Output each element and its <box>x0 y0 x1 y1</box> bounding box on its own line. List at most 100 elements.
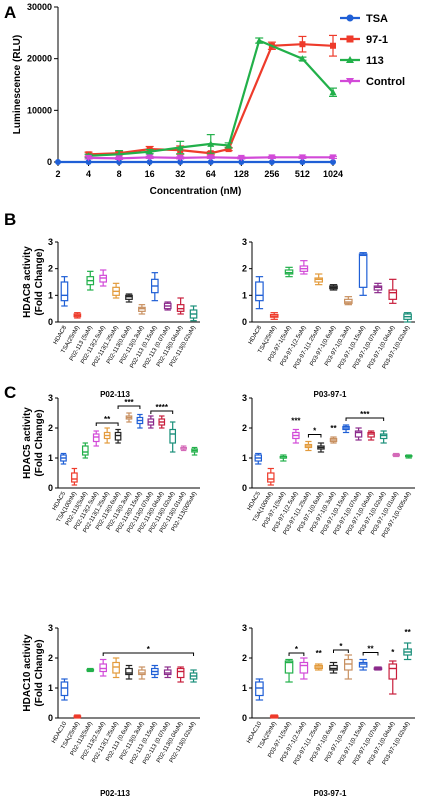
box-1 <box>267 467 275 486</box>
data-point <box>207 140 215 147</box>
y-tick-label: 0 <box>242 713 247 723</box>
significance-label: ** <box>404 628 411 637</box>
data-point <box>255 37 263 44</box>
box-5 <box>125 664 133 680</box>
y-tick-label: 0 <box>242 483 247 493</box>
box-3 <box>292 428 300 444</box>
box-8 <box>147 415 155 429</box>
significance-bracket <box>117 405 141 409</box>
y-tick-label: 1 <box>242 290 247 300</box>
box-6 <box>125 412 133 423</box>
data-point <box>237 154 245 162</box>
box-body <box>255 281 264 302</box>
significance-bracket <box>102 652 195 656</box>
box-10 <box>379 430 388 444</box>
y-tick-label: 2 <box>242 653 247 663</box>
caption-b-left: P02-113 <box>100 390 130 399</box>
box-9 <box>176 297 185 315</box>
legend-label: TSA <box>366 13 388 25</box>
panel-letter-b: B <box>4 210 16 229</box>
data-point <box>268 154 276 161</box>
y-tick-label: 0 <box>47 157 52 167</box>
series-113 <box>84 37 337 159</box>
data-point <box>298 55 306 62</box>
box-body <box>114 431 122 441</box>
panel-letter-c: C <box>4 383 16 402</box>
box-1 <box>73 312 82 319</box>
box-body <box>354 430 363 438</box>
y-tick-label: 1 <box>242 453 247 463</box>
box-body <box>169 428 177 444</box>
legend-label: 97-1 <box>366 34 388 46</box>
data-point <box>225 141 233 149</box>
y-axis-title-line: HDAC5 activity <box>22 407 33 479</box>
box-4 <box>314 273 323 286</box>
y-tick-label: 3 <box>48 393 53 403</box>
box-3 <box>99 269 108 287</box>
data-point <box>299 41 306 48</box>
box-body <box>60 281 69 302</box>
significance-annotation: ** <box>316 649 323 658</box>
y-tick-label: 2 <box>48 423 53 433</box>
data-point <box>268 159 275 165</box>
series-tsa <box>55 159 336 165</box>
box-2 <box>81 442 89 459</box>
significance-label: *** <box>124 398 134 407</box>
panel-c-bottom-right-boxplot: 0123HDAC10TSA(25nM)P03-97-1(5uM)P03-97-1… <box>242 623 415 766</box>
box-8 <box>163 301 172 311</box>
box-9 <box>388 660 398 695</box>
legend-marker <box>346 14 354 22</box>
data-point <box>225 146 232 153</box>
significance-label: ** <box>330 424 337 433</box>
y-axis-title-line: (Fold Change) <box>34 639 45 706</box>
box-4 <box>304 440 313 452</box>
significance-bracket <box>288 652 305 656</box>
x-tick-label: 128 <box>234 169 249 179</box>
box-11 <box>180 445 187 452</box>
significance-bracket <box>150 410 174 414</box>
y-tick-label: 20000 <box>27 54 52 64</box>
box-10 <box>169 421 177 453</box>
box-body <box>112 661 120 674</box>
x-tick-label: 32 <box>175 169 185 179</box>
box-10 <box>403 312 412 323</box>
data-point <box>85 154 93 162</box>
box-4 <box>103 427 111 444</box>
data-point <box>207 159 214 165</box>
significance-bracket <box>307 434 322 438</box>
data-point <box>329 88 337 96</box>
box-0 <box>254 452 263 465</box>
significance-label: * <box>147 645 151 654</box>
data-point <box>207 154 215 161</box>
box-body <box>379 433 388 440</box>
box-12 <box>404 454 413 459</box>
box-body <box>284 660 294 674</box>
box-7 <box>150 272 159 302</box>
box-7 <box>136 413 144 429</box>
box-7 <box>150 664 159 679</box>
y-tick-label: 3 <box>242 623 247 633</box>
box-body <box>138 669 146 676</box>
significance-annotation: ** <box>362 645 379 656</box>
box-12 <box>191 446 198 456</box>
caption-b-right: P03-97-1 <box>314 390 347 399</box>
significance-label: ** <box>367 645 374 654</box>
box-2 <box>279 454 288 462</box>
y-axis-title-line: (Fold Change) <box>34 409 45 476</box>
data-point <box>330 159 336 165</box>
caption-c-left: P02-113 <box>100 789 130 798</box>
y-tick-label: 2 <box>48 264 53 274</box>
panel-b-right-boxplot: 0123HDAC8TSA(25nM)P03-97-1(5uM)P03-97-1(… <box>242 237 415 370</box>
data-point <box>146 148 154 155</box>
significance-annotation: ** <box>95 415 119 426</box>
data-point <box>238 159 245 165</box>
box-body <box>125 667 133 676</box>
significance-annotation: ** <box>404 628 411 637</box>
panel-a-line-chart: 0 10000 20000 30000 2 4 8 16 32 64 128 256 512 1024 Co… <box>12 2 405 197</box>
box-6 <box>138 304 146 315</box>
data-point <box>330 42 336 49</box>
box-5 <box>317 442 325 453</box>
significance-annotation: * <box>102 645 195 656</box>
